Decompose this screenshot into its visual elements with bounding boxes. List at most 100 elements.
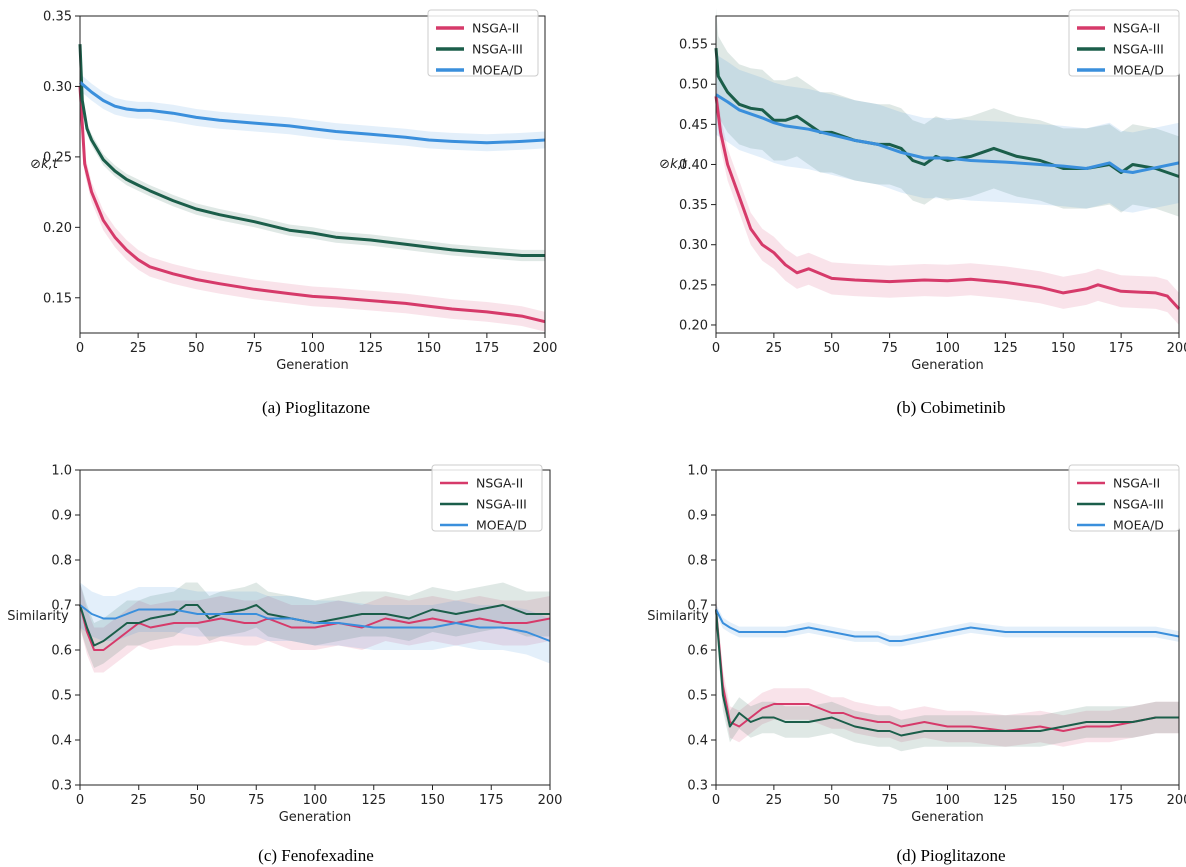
- chart-d-ytick-label: 1.0: [687, 464, 708, 479]
- chart-d-xtick-label: 175: [1109, 793, 1134, 808]
- chart-c-series-line-1: [79, 604, 550, 647]
- chart-b-ytick-label: 0.30: [679, 238, 708, 253]
- chart-c-xtick-label: 25: [130, 793, 147, 808]
- chart-d-series-line-1: [715, 609, 1179, 737]
- chart-b-band-1: [716, 8, 1179, 217]
- chart-d-ytick-label: 0.7: [687, 599, 708, 614]
- chart-a-xtick-label: 150: [416, 341, 441, 356]
- chart-d-legend-box: [1068, 464, 1180, 532]
- panel-a: 0 25 50 75 100 125 150 175 200 0.15 0.20 0.25 0.30 0.…: [0, 0, 590, 390]
- chart-d-xtick-label: 100: [935, 793, 960, 808]
- chart-b-xtick-label: 200: [1167, 341, 1186, 356]
- chart-c-ytick-label: 1.0: [51, 464, 72, 479]
- chart-d-legend: NSGA-II NSGA-III MOEA/D: [1068, 464, 1180, 533]
- chart-c-band-1: [80, 582, 550, 668]
- chart-c-legend-label: NSGA-III: [476, 497, 527, 512]
- chart-d-xtick-label: 0: [712, 793, 720, 808]
- chart-d-series-line-2: [715, 609, 1180, 642]
- chart-d-svg: 0 25 50 75 100 125 150 175 200 0.3 0.4 0.5 0.6 0.7 0.8…: [647, 464, 1186, 826]
- caption-d: (d) Pioglitazone: [896, 846, 1006, 865]
- chart-b-band-2: [716, 54, 1179, 213]
- chart-b-xtick-label: 25: [766, 341, 783, 356]
- chart-c-ylabel: Similarity: [7, 609, 69, 624]
- chart-a-legend-label: NSGA-III: [472, 42, 523, 57]
- chart-b-ytick-label: 0.20: [679, 318, 708, 333]
- chart-c-ytick-label: 0.9: [51, 509, 72, 524]
- chart-c-xtick-label: 150: [420, 793, 445, 808]
- chart-d-xlabel: Generation: [911, 810, 984, 825]
- chart-d-xtick-label: 150: [1051, 793, 1076, 808]
- chart-c-xtick-label: 75: [248, 793, 265, 808]
- chart-b-ytick-label: 0.45: [679, 118, 708, 133]
- chart-c-xtick-label: 175: [479, 793, 504, 808]
- chart-b-xlabel: Generation: [911, 358, 984, 373]
- caption-b: (b) Cobimetinib: [896, 398, 1006, 417]
- chart-c-legend: NSGA-II NSGA-III MOEA/D: [431, 464, 543, 533]
- chart-c-ytick-label: 0.4: [51, 734, 72, 749]
- chart-c-legend-label: NSGA-II: [476, 476, 523, 491]
- chart-d-legend-label: NSGA-II: [1113, 476, 1160, 491]
- chart-c-ytick-label: 0.8: [51, 554, 72, 569]
- chart-a-legend-label: MOEA/D: [472, 63, 523, 78]
- chart-a-xtick-label: 175: [474, 341, 499, 356]
- chart-b-ytick-label: 0.25: [679, 278, 708, 293]
- panel-b: 0 25 50 75 100 125 150 175 200 0.20 0.25 0.30 0.35 0.…: [593, 0, 1186, 390]
- chart-d-ytick-label: 0.8: [687, 554, 708, 569]
- chart-a-series-line-2: [79, 81, 546, 145]
- chart-a-legend: NSGA-II NSGA-III MOEA/D: [427, 9, 539, 78]
- caption-c: (c) Fenofexadine: [258, 846, 374, 865]
- chart-b-ytick-label: 0.40: [679, 158, 708, 173]
- chart-d-ytick-label: 0.3: [687, 779, 708, 794]
- chart-a-ytick-label: 0.20: [43, 221, 72, 236]
- chart-c-xtick-label: 125: [361, 793, 386, 808]
- chart-b-xtick-label: 175: [1109, 341, 1134, 356]
- chart-d-ytick-label: 0.9: [687, 509, 708, 524]
- chart-c-xtick-label: 100: [303, 793, 328, 808]
- chart-d-xtick-label: 75: [881, 793, 898, 808]
- chart-d-ytick-label: 0.4: [687, 734, 708, 749]
- chart-a-ytick-label: 0.30: [43, 80, 72, 95]
- chart-a-band-1: [80, 38, 545, 262]
- chart-b-xtick-label: 50: [823, 341, 840, 356]
- chart-b-series-line-0: [714, 96, 1181, 310]
- chart-c-series-line-2: [79, 604, 551, 642]
- chart-b-ytick-label: 0.35: [679, 198, 708, 213]
- chart-b-band-0: [716, 80, 1179, 325]
- chart-c-svg: 0 25 50 75 100 125 150 175 200 0.3 0.4 0.5 0.6 0.7 0.8…: [7, 464, 563, 826]
- chart-d-band-1: [716, 593, 1179, 752]
- chart-a-band-0: [80, 76, 545, 332]
- panel-d: 0 25 50 75 100 125 150 175 200 0.3 0.4 0.5 0.6 0.7 0.8…: [593, 455, 1186, 840]
- chart-a-xtick-label: 200: [533, 341, 558, 356]
- chart-d-xtick-label: 200: [1167, 793, 1186, 808]
- chart-a-ytick-label: 0.35: [43, 10, 72, 25]
- chart-b-xtick-label: 75: [881, 341, 898, 356]
- chart-c-ytick-label: 0.3: [51, 779, 72, 794]
- chart-b-xtick-label: 125: [993, 341, 1018, 356]
- chart-c-xtick-label: 200: [538, 793, 563, 808]
- chart-d-band-2: [716, 604, 1179, 647]
- chart-b-ytick-label: 0.55: [679, 38, 708, 53]
- chart-c-xtick-label: 50: [189, 793, 206, 808]
- chart-a-xtick-label: 125: [358, 341, 383, 356]
- chart-d-ytick-label: 0.6: [687, 644, 708, 659]
- chart-d-xtick-label: 25: [766, 793, 783, 808]
- chart-c-legend-box: [431, 464, 543, 532]
- chart-a-ytick-label: 0.25: [43, 150, 72, 165]
- chart-a-xtick-label: 50: [188, 341, 205, 356]
- chart-c-xlabel: Generation: [279, 810, 352, 825]
- chart-b-legend-label: NSGA-II: [1113, 21, 1160, 36]
- chart-a-ytick-label: 0.15: [43, 291, 72, 306]
- chart-c-ytick-label: 0.7: [51, 599, 72, 614]
- chart-d-legend-label: MOEA/D: [1113, 518, 1164, 533]
- caption-a: (a) Pioglitazone: [261, 398, 371, 417]
- chart-d-band-0: [716, 593, 1179, 747]
- chart-b-svg: 0 25 50 75 100 125 150 175 200 0.20 0.25 0.30 0.35 0.…: [659, 8, 1186, 373]
- chart-d-xtick-label: 125: [993, 793, 1018, 808]
- chart-b-xtick-label: 0: [712, 341, 720, 356]
- chart-b-ylabel: ⊘k,t: [659, 157, 688, 172]
- chart-c-ytick-label: 0.5: [51, 689, 72, 704]
- chart-b-ytick-label: 0.50: [679, 78, 708, 93]
- chart-d-ylabel: Similarity: [647, 609, 709, 624]
- chart-a-xtick-label: 75: [246, 341, 263, 356]
- chart-c-legend-label: MOEA/D: [476, 518, 527, 533]
